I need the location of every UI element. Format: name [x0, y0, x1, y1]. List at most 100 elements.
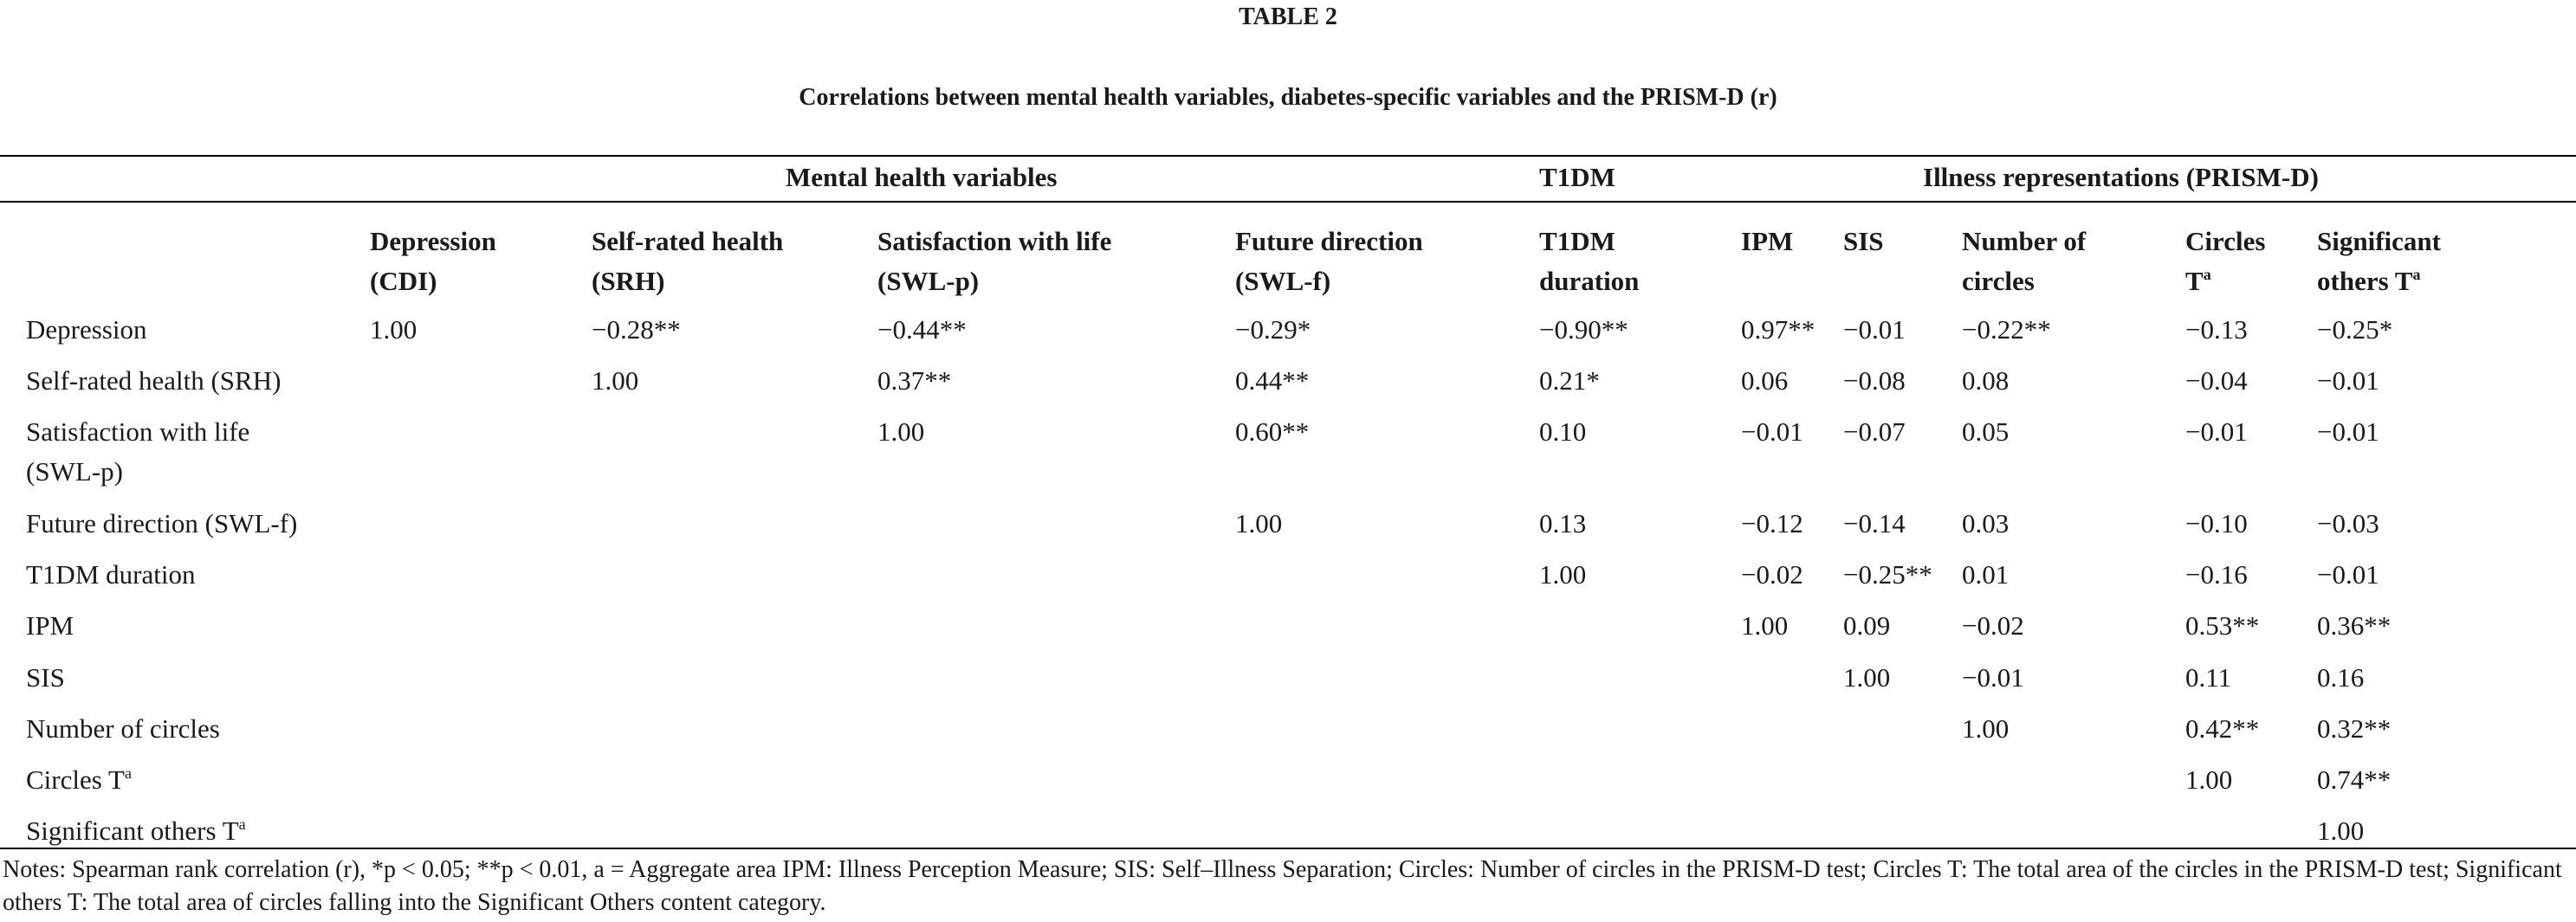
table-cell: 0.08 [1962, 365, 2010, 396]
row-label-line: Self-rated health (SRH) [26, 365, 282, 396]
table-cell: −0.28** [592, 314, 681, 345]
row-label: Self-rated health (SRH) [26, 361, 281, 401]
table-cell: −0.01 [1741, 416, 1803, 447]
column-header-line: Future direction [1235, 226, 1423, 256]
table-cell: −0.13 [2185, 314, 2248, 345]
table-cell: 0.60** [1235, 416, 1310, 447]
group-header-rule [0, 201, 2576, 203]
table-cell: 0.42** [2185, 713, 2260, 744]
row-label: Significant others Ta [26, 811, 246, 851]
table-cell: −0.44** [877, 314, 967, 345]
footnote-marker: a [2412, 266, 2421, 283]
table-cell: 1.00 [592, 365, 639, 396]
group-header: T1DM [1539, 162, 1615, 192]
row-label: Depression [26, 310, 146, 350]
row-label-line: Depression [26, 314, 147, 345]
table-cell: −0.01 [1962, 662, 2024, 693]
table-cell: 1.00 [370, 314, 417, 345]
row-label: IPM [26, 606, 74, 646]
footnote-marker: a [238, 816, 246, 833]
column-header-line: (SWL-f) [1235, 266, 1331, 296]
table-cell: −0.29* [1235, 314, 1311, 345]
table-cell: 0.06 [1741, 365, 1789, 396]
column-header: Number of circles [1962, 222, 2086, 301]
table-cell: −0.22** [1962, 314, 2051, 345]
row-label: Satisfaction with life (SWL-p) [26, 412, 249, 492]
table-cell: 0.37** [877, 365, 952, 396]
table-notes: Notes: Spearman rank correlation (r), *p… [3, 856, 2562, 916]
table-cell: 1.00 [1962, 713, 2010, 744]
row-label-line: Number of circles [26, 713, 220, 744]
column-header: Significant others Ta [2317, 222, 2441, 301]
row-label: Future direction (SWL-f) [26, 504, 297, 544]
footnote-marker: a [124, 764, 132, 782]
column-header-line: duration [1539, 266, 1640, 296]
group-header: Illness representations (PRISM-D) [1923, 162, 2319, 192]
table-cell: 1.00 [2317, 816, 2365, 846]
table-cell: −0.08 [1843, 365, 1906, 396]
table-cell: −0.01 [2317, 365, 2379, 396]
table-cell: 0.32** [2317, 713, 2392, 744]
column-header-line: Number of [1962, 226, 2087, 256]
column-header-line: Significant [2317, 226, 2441, 256]
table-cell: 0.13 [1539, 508, 1587, 538]
row-label-line: Satisfaction with life [26, 416, 250, 447]
row-label-line: Circles T [26, 764, 125, 795]
table-cell: −0.02 [1741, 559, 1803, 590]
table-cell: −0.14 [1843, 508, 1906, 538]
column-header-line: T [2185, 266, 2204, 296]
column-header-line: (CDI) [370, 266, 437, 296]
table-cell: −0.25** [1843, 559, 1932, 590]
group-header: Mental health variables [786, 162, 1058, 192]
table-cell: 0.97** [1741, 314, 1815, 345]
table-cell: 1.00 [1843, 662, 1891, 693]
row-label: T1DM duration [26, 555, 195, 595]
row-label-line: Future direction (SWL-f) [26, 508, 298, 538]
column-header: IPM [1741, 222, 1793, 261]
table-cell: 1.00 [1741, 610, 1789, 641]
table-cell: 0.16 [2317, 662, 2365, 693]
row-label-line: SIS [26, 662, 65, 693]
column-header-line: (SWL-p) [877, 266, 980, 296]
column-header-line: Circles [2185, 226, 2266, 256]
table-cell: −0.10 [2185, 508, 2248, 538]
row-label: Circles Ta [26, 760, 132, 800]
table-cell: 1.00 [1539, 559, 1587, 590]
column-header: Satisfaction with life (SWL-p) [877, 222, 1111, 301]
table-cell: −0.01 [2317, 559, 2379, 590]
table-label: TABLE 2 [1239, 3, 1337, 30]
column-header-line: circles [1962, 266, 2035, 296]
column-header: Circles Ta [2185, 222, 2265, 301]
column-header-line: Self-rated health [592, 226, 784, 256]
column-header: Future direction (SWL-f) [1235, 222, 1423, 301]
table-cell: −0.90** [1539, 314, 1628, 345]
table-cell: 0.36** [2317, 610, 2392, 641]
column-header-line: SIS [1843, 226, 1884, 256]
table-cell: 0.74** [2317, 764, 2392, 795]
row-label: Number of circles [26, 709, 220, 749]
column-header-line: (SRH) [592, 266, 665, 296]
table-cell: −0.01 [2185, 416, 2248, 447]
column-header-line: others T [2317, 266, 2413, 296]
table-cell: 0.09 [1843, 610, 1891, 641]
column-header: Self-rated health (SRH) [592, 222, 783, 301]
column-header-line: T1DM [1539, 226, 1615, 256]
table-cell: 0.53** [2185, 610, 2260, 641]
table-caption: Correlations between mental health varia… [799, 84, 1777, 111]
column-header: SIS [1843, 222, 1884, 261]
column-header-line: Depression [370, 226, 496, 256]
table-cell: −0.01 [1843, 314, 1906, 345]
table-cell: −0.16 [2185, 559, 2248, 590]
table-cell: 0.11 [2185, 662, 2232, 693]
row-label-line: (SWL-p) [26, 456, 123, 487]
column-header: Depression (CDI) [370, 222, 496, 301]
table-cell: −0.03 [2317, 508, 2379, 538]
table-cell: −0.12 [1741, 508, 1803, 538]
footnote-marker: a [2203, 266, 2211, 283]
column-header-line: IPM [1741, 226, 1794, 256]
table-cell: 1.00 [877, 416, 925, 447]
row-label-line: IPM [26, 610, 74, 641]
table-cell: 0.03 [1962, 508, 2010, 538]
table-cell: 0.44** [1235, 365, 1310, 396]
table-cell: −0.04 [2185, 365, 2248, 396]
